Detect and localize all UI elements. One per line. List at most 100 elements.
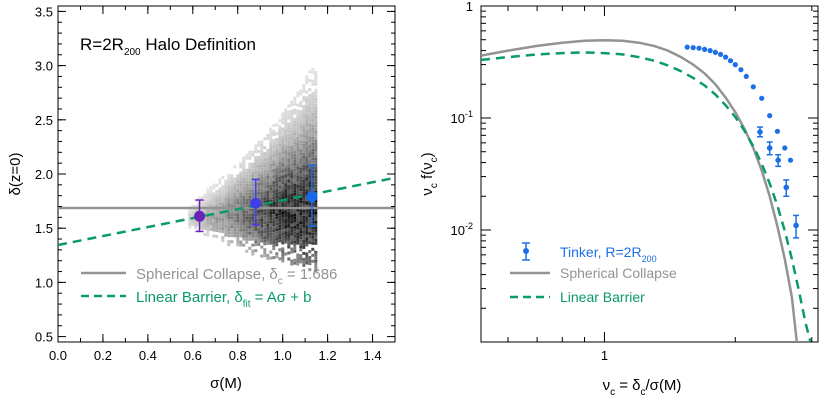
hist-cell [290,190,294,194]
hist-cell [254,174,258,178]
hist-cell [314,94,318,98]
hist-cell [251,237,255,241]
hist-cell [281,190,285,194]
hist-cell [278,239,282,243]
hist-cell [218,202,222,206]
hist-cell [290,109,294,113]
hist-cell [281,151,285,155]
hist-cell [314,91,318,95]
hist-cell [221,197,225,201]
hist-cell [308,190,312,194]
hist-cell [266,199,270,203]
hist-cell [287,197,291,201]
hist-cell [311,202,315,206]
hist-cell [275,213,279,217]
hist-cell [233,198,237,202]
hist-cell [254,231,258,235]
hist-cell [284,216,288,220]
hist-cell [311,91,315,95]
hist-cell [299,179,303,183]
hist-cell [290,169,294,173]
hist-cell [257,161,261,165]
hist-cell [239,171,243,175]
hist-cell [287,158,291,162]
hist-cell [236,228,240,232]
hist-cell [257,236,261,240]
hist-cell [302,107,306,111]
hist-cell [248,192,252,196]
hist-cell [281,241,285,245]
hist-cell [221,176,225,180]
hist-cell [290,133,294,137]
hist-cell [293,99,297,103]
hist-cell [305,177,309,181]
hist-cell [308,214,312,218]
hist-cell [281,130,285,134]
hist-cell [254,147,258,151]
hist-cell [311,127,315,131]
hist-cell [266,148,270,152]
hist-cell [275,180,279,184]
tinker-point [759,95,765,101]
hist-cell [266,190,270,194]
hist-cell [266,211,270,215]
hist-cell [287,236,291,240]
hist-cell [281,118,285,122]
tinker-point [750,84,756,90]
hist-cell [260,140,264,144]
hist-cell [293,141,297,145]
hist-cell [284,165,288,169]
hist-cell [296,202,300,206]
hist-cell [239,228,243,232]
hist-cell [254,159,258,163]
hist-cell [260,245,264,249]
hist-cell [233,228,237,232]
hist-cell [206,194,210,198]
hist-cell [221,218,225,222]
hist-cell [314,187,318,191]
hist-cell [218,223,222,227]
hist-cell [242,183,246,187]
hist-cell [224,212,228,216]
hist-cell [314,118,318,122]
hist-cell [251,183,255,187]
hist-cell [251,225,255,229]
hist-cell [272,205,276,209]
hist-cell [266,157,270,161]
hist-cell [311,187,315,191]
hist-cell [293,204,297,208]
hist-cell [272,232,276,236]
hist-cell [242,216,246,220]
hist-cell [263,251,267,255]
hist-cell [314,88,318,92]
hist-cell [311,241,315,245]
hist-cell [299,140,303,144]
hist-cell [311,220,315,224]
hist-cell [221,236,225,240]
hist-cell [281,160,285,164]
hist-cell [281,214,285,218]
hist-cell [314,73,318,77]
hist-cell [287,203,291,207]
hist-cell [305,156,309,160]
hist-cell [275,225,279,229]
hist-cell [290,121,294,125]
hist-cell [290,142,294,146]
hist-cell [245,174,249,178]
hist-cell [305,231,309,235]
hist-cell [314,178,318,182]
hist-cell [299,197,303,201]
hist-cell [305,258,309,262]
hist-cell [263,170,267,174]
hist-cell [188,210,192,214]
hist-cell [275,174,279,178]
hist-cell [251,228,255,232]
hist-cell [269,130,273,134]
hist-cell [311,82,315,86]
hist-cell [293,156,297,160]
hist-cell [251,213,255,217]
hist-cell [224,203,228,207]
hist-cell [212,219,216,223]
hist-cell [305,234,309,238]
hist-cell [311,148,315,152]
